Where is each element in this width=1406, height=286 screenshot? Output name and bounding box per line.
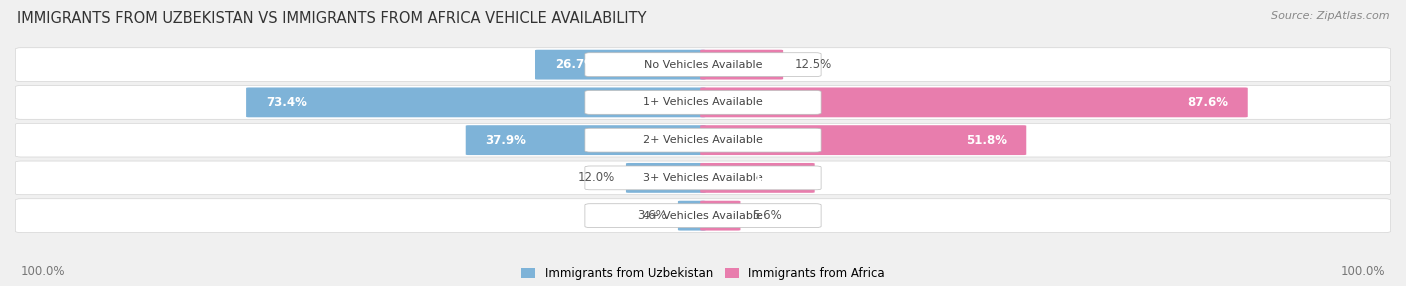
Text: 17.6%: 17.6%: [754, 171, 794, 184]
FancyBboxPatch shape: [678, 201, 706, 231]
FancyBboxPatch shape: [700, 88, 1247, 117]
Text: 26.7%: 26.7%: [555, 58, 596, 71]
Text: 1+ Vehicles Available: 1+ Vehicles Available: [643, 98, 763, 107]
FancyBboxPatch shape: [585, 90, 821, 114]
Text: Source: ZipAtlas.com: Source: ZipAtlas.com: [1271, 11, 1389, 21]
FancyBboxPatch shape: [15, 161, 1391, 195]
FancyBboxPatch shape: [626, 163, 706, 193]
FancyBboxPatch shape: [15, 48, 1391, 82]
Text: 12.0%: 12.0%: [578, 171, 614, 184]
Text: 100.0%: 100.0%: [21, 265, 66, 278]
FancyBboxPatch shape: [700, 163, 814, 193]
FancyBboxPatch shape: [585, 166, 821, 190]
Text: 3+ Vehicles Available: 3+ Vehicles Available: [643, 173, 763, 183]
FancyBboxPatch shape: [15, 123, 1391, 157]
Text: 4+ Vehicles Available: 4+ Vehicles Available: [643, 211, 763, 221]
FancyBboxPatch shape: [15, 199, 1391, 233]
Text: No Vehicles Available: No Vehicles Available: [644, 60, 762, 69]
Text: 5.6%: 5.6%: [752, 209, 782, 222]
FancyBboxPatch shape: [536, 50, 706, 80]
FancyBboxPatch shape: [700, 50, 783, 80]
FancyBboxPatch shape: [585, 204, 821, 228]
FancyBboxPatch shape: [700, 125, 1026, 155]
Text: 3.6%: 3.6%: [637, 209, 666, 222]
FancyBboxPatch shape: [585, 53, 821, 77]
Text: 37.9%: 37.9%: [485, 134, 526, 147]
FancyBboxPatch shape: [246, 88, 706, 117]
Text: 87.6%: 87.6%: [1187, 96, 1227, 109]
Legend: Immigrants from Uzbekistan, Immigrants from Africa: Immigrants from Uzbekistan, Immigrants f…: [522, 267, 884, 280]
Text: 51.8%: 51.8%: [966, 134, 1007, 147]
FancyBboxPatch shape: [700, 201, 741, 231]
FancyBboxPatch shape: [15, 86, 1391, 119]
Text: 100.0%: 100.0%: [1340, 265, 1385, 278]
Text: IMMIGRANTS FROM UZBEKISTAN VS IMMIGRANTS FROM AFRICA VEHICLE AVAILABILITY: IMMIGRANTS FROM UZBEKISTAN VS IMMIGRANTS…: [17, 11, 647, 26]
Text: 12.5%: 12.5%: [794, 58, 831, 71]
FancyBboxPatch shape: [585, 128, 821, 152]
Text: 73.4%: 73.4%: [266, 96, 307, 109]
Text: 2+ Vehicles Available: 2+ Vehicles Available: [643, 135, 763, 145]
FancyBboxPatch shape: [465, 125, 706, 155]
